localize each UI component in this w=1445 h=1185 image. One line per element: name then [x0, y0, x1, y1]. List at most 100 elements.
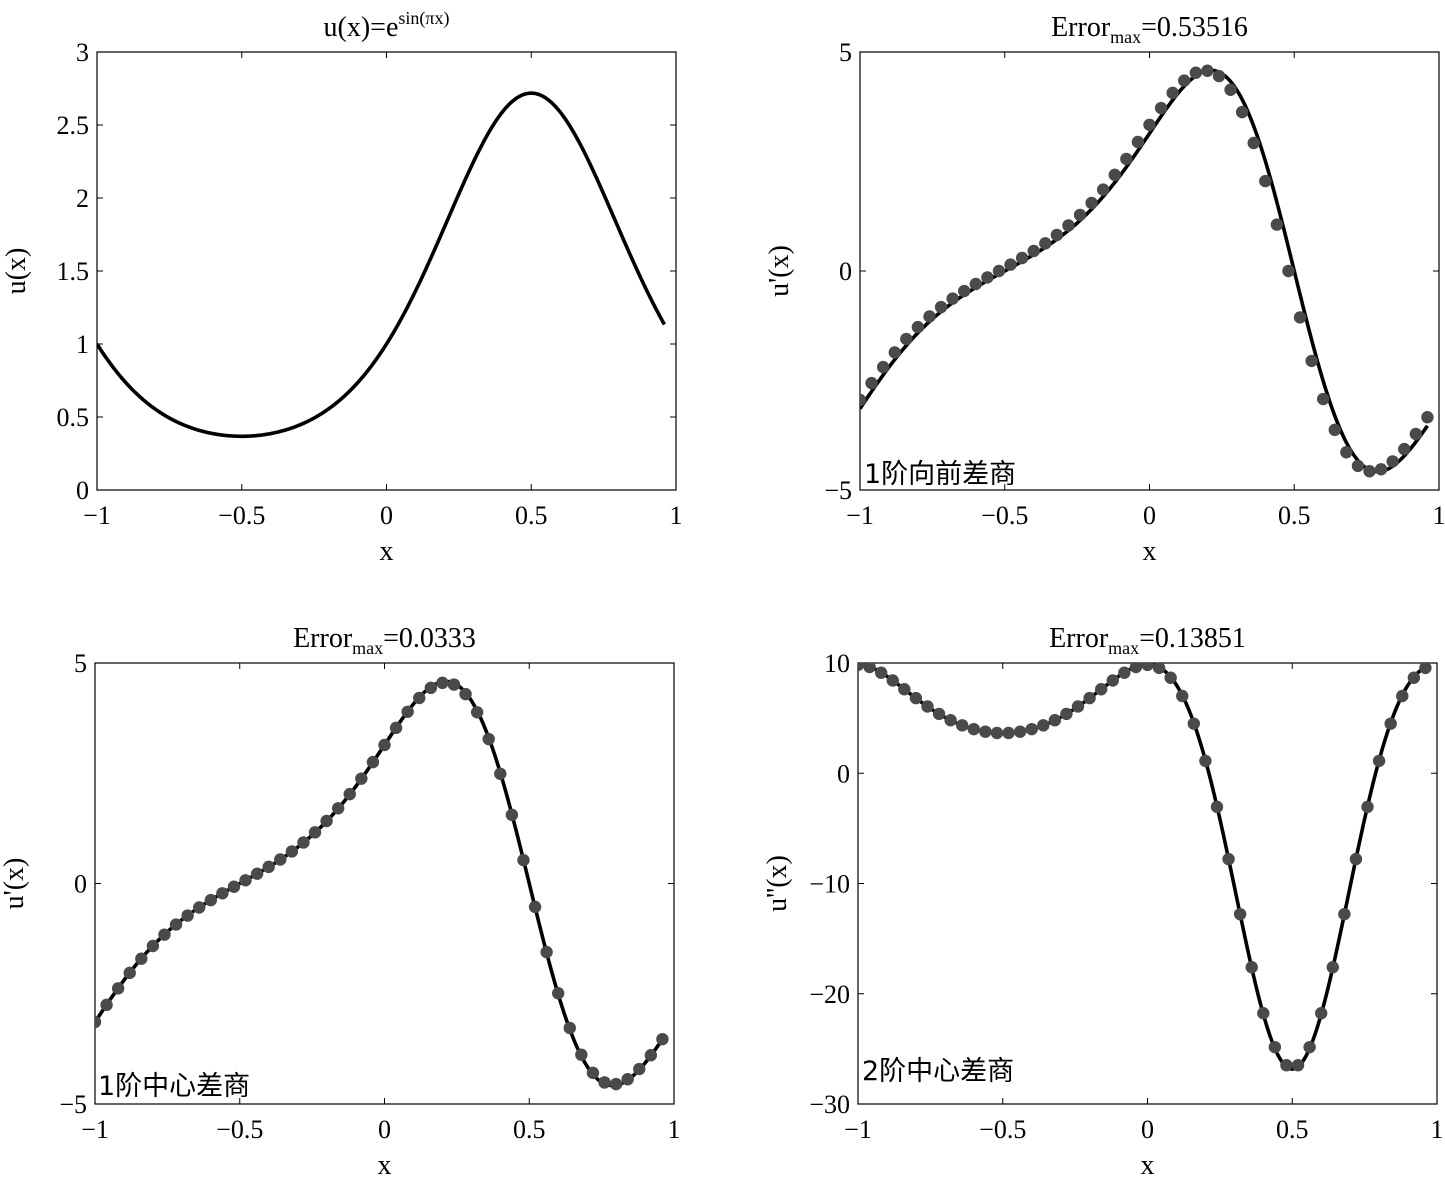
data-point: [911, 320, 925, 334]
data-point: [470, 706, 484, 719]
y-tick-label: 0: [76, 476, 89, 505]
data-point: [575, 1048, 588, 1061]
plot-area: [95, 676, 669, 1091]
x-tick-label: 0: [378, 1115, 391, 1144]
data-point: [1176, 689, 1189, 703]
data-point: [1374, 463, 1388, 476]
data-point: [146, 939, 160, 953]
subplot-title: u(x)=esin(πx): [324, 8, 450, 43]
x-tick-label: 0.5: [1276, 1115, 1309, 1144]
x-axis-label: x: [1143, 536, 1157, 567]
data-point: [1280, 1058, 1293, 1072]
data-point: [1106, 674, 1119, 687]
x-tick-label: 0.5: [1278, 501, 1311, 530]
data-point: [436, 676, 449, 690]
data-point: [204, 893, 217, 907]
series-line: [97, 91, 666, 439]
method-annotation: 2阶中心差商: [862, 1056, 1014, 1087]
data-point: [644, 1049, 658, 1062]
y-axis-label: u'(x): [764, 245, 795, 297]
y-axis-label: u'(x): [0, 858, 30, 910]
data-point: [1120, 152, 1133, 166]
data-point: [981, 271, 994, 284]
data-point: [401, 705, 414, 718]
data-point: [1037, 719, 1050, 732]
data-point: [1073, 208, 1087, 222]
data-point: [1083, 691, 1096, 705]
data-point: [1328, 423, 1341, 437]
data-point: [111, 982, 125, 995]
series-line: [860, 68, 1429, 474]
x-tick-label: 0.5: [513, 1115, 546, 1144]
data-point: [505, 808, 519, 822]
data-point: [863, 663, 876, 674]
x-tick-label: −1: [83, 501, 111, 530]
data-point: [1224, 83, 1237, 96]
data-point: [969, 277, 982, 291]
data-point: [958, 284, 971, 298]
x-tick-label: 0.5: [515, 501, 548, 530]
data-point: [1372, 754, 1386, 768]
subplot-title: Errormax=0.53516: [1051, 12, 1248, 47]
data-point: [1222, 852, 1235, 866]
data-point: [1396, 689, 1409, 703]
data-point: [956, 719, 969, 732]
data-point: [1315, 1007, 1328, 1020]
data-point: [447, 678, 461, 691]
data-point: [308, 826, 322, 839]
data-point: [1178, 74, 1191, 87]
data-point: [193, 901, 206, 914]
data-point: [100, 998, 113, 1012]
y-tick-label: −5: [59, 1090, 87, 1119]
subplot-3: −1 −0.5 0 0.5 1 −5 0 5 x u'(x) Errormax=0.0333 1阶中心…: [0, 623, 681, 1181]
method-annotation: 1阶中心差商: [98, 1071, 250, 1102]
data-point: [1004, 258, 1017, 271]
data-point: [1338, 907, 1351, 921]
data-point: [1027, 244, 1040, 258]
data-point: [1340, 446, 1353, 459]
data-point: [990, 726, 1004, 740]
data-point: [1210, 800, 1224, 814]
x-tick-label: −1: [81, 1115, 109, 1144]
data-point: [285, 845, 299, 858]
series-line: [858, 663, 1427, 1071]
data-point: [656, 1032, 669, 1046]
data-point: [250, 867, 264, 880]
data-point: [1129, 663, 1143, 674]
data-point: [1317, 392, 1330, 406]
data-point: [216, 887, 229, 900]
data-point: [1108, 168, 1121, 182]
y-tick-label: 0: [839, 257, 852, 286]
x-tick-label: −0.5: [979, 1115, 1026, 1144]
data-point: [366, 755, 380, 769]
data-point: [888, 346, 901, 359]
data-point: [1025, 722, 1038, 736]
data-point: [123, 966, 136, 980]
data-point: [1118, 666, 1131, 679]
data-point: [552, 987, 565, 1000]
data-point: [413, 691, 426, 705]
data-point: [274, 853, 287, 866]
data-point: [1164, 671, 1177, 684]
data-point: [1094, 683, 1108, 696]
x-axis-label: x: [378, 1150, 392, 1181]
data-point: [1363, 465, 1376, 478]
method-annotation: 1阶向前差商: [864, 459, 1016, 490]
x-tick-label: 0: [1141, 1115, 1154, 1144]
data-point: [135, 952, 148, 965]
data-point: [934, 300, 948, 314]
data-point: [1421, 411, 1434, 424]
x-tick-label: 0: [1143, 501, 1156, 530]
data-point: [1050, 228, 1064, 242]
y-axis-label: u''(x): [762, 855, 793, 912]
data-point: [517, 853, 530, 867]
y-tick-label: 5: [839, 38, 852, 67]
y-tick-label: 2.5: [57, 111, 90, 140]
data-point: [459, 687, 472, 701]
data-point: [1349, 852, 1363, 866]
axes-box: [94, 662, 675, 1105]
data-point: [1247, 136, 1260, 150]
data-point: [482, 732, 495, 746]
data-point: [389, 721, 403, 735]
subplot-1: −1 −0.5 0 0.5 1 0 0.5 1 1.5 2 2.5 3 x u(x) u(x)=esin(π…: [1, 8, 683, 567]
